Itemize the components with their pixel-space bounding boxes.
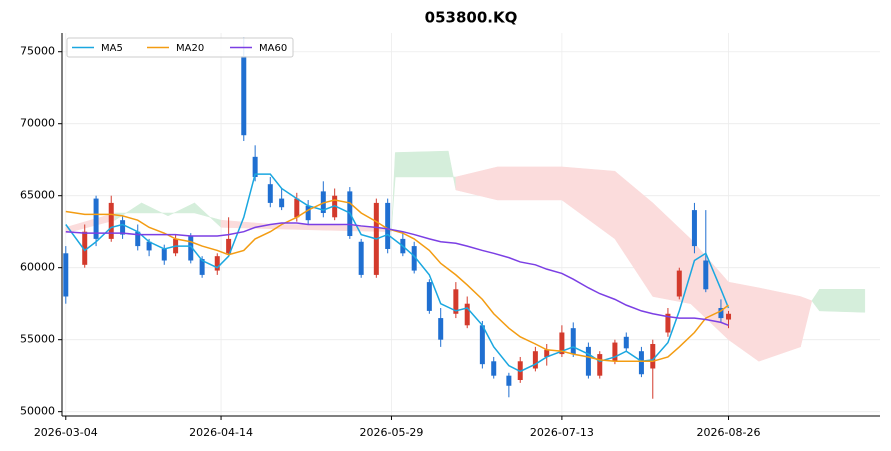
cloud-segment [811,288,820,312]
candle-body [214,256,220,271]
candle-body [612,342,618,362]
candle-body [453,289,459,314]
candle-body [491,361,497,376]
cloud-segment [455,166,498,201]
candle-body [570,328,576,355]
candle-body [544,349,550,357]
y-tick-label: 55000 [20,333,55,346]
candle-body [464,303,470,326]
x-tick-label: 2026-07-13 [530,426,594,439]
candle-body [82,231,88,265]
cloud-segment [758,287,801,362]
ma-line [65,173,730,373]
candle-body [411,246,417,271]
cloud-segment [561,166,616,240]
candle-body [718,308,724,319]
legend-label: MA60 [259,43,287,54]
candle-body [305,205,311,221]
cloud-segment [194,202,222,228]
x-tick-label: 2026-03-04 [34,426,98,439]
candle-body [426,282,432,311]
x-tick-label: 2026-08-26 [697,426,761,439]
candle-body [559,332,565,355]
cloud-segment [141,202,169,217]
cloud-segment [652,202,691,304]
cloud-segment [167,202,195,217]
candle-body [241,56,247,136]
candle-body [532,351,538,369]
cloud-segment [273,224,328,231]
candle-body [623,336,629,349]
candle-body [161,248,167,261]
cloud-segment [800,296,813,347]
y-tick-label: 65000 [20,189,55,202]
y-tick-label: 60000 [20,261,55,274]
candle-body [358,241,364,275]
y-tick-label: 50000 [20,405,55,418]
cloud-segment [448,151,457,190]
candle-body [726,313,732,320]
candle-body [199,259,205,275]
cloud-segment [614,170,654,298]
candle-body [120,220,126,235]
candle-body [108,202,114,239]
candle-body [267,184,273,203]
candle-body [252,156,258,177]
y-tick-label: 70000 [20,117,55,130]
cloud-segment [728,281,760,362]
candle-body [585,346,591,376]
cloud-segment [497,166,563,201]
candle-body [93,198,99,239]
candle-body [385,202,391,249]
candle-body [63,253,69,297]
candle-body [676,270,682,297]
legend-box [66,37,294,58]
legend: MA5 MA20 MA60 [66,37,294,58]
ma-line [65,199,729,363]
candle-body [691,210,697,247]
candle-body [438,318,444,340]
cloud-segment [690,238,729,341]
candle-body [638,351,644,375]
cloud-segment [819,289,866,313]
candle-body [506,375,512,386]
legend-label: MA20 [176,43,204,54]
cloud-segment [395,150,449,178]
candle-body [294,198,300,218]
candle-body [226,238,232,254]
candle-body [146,241,152,251]
candle-body [279,198,285,208]
x-tick-label: 2026-05-29 [360,426,424,439]
chart-title: 053800.KQ [425,9,518,27]
candle-body [479,325,485,365]
candle-body [650,344,656,369]
candle-body [597,354,603,376]
y-tick-label: 75000 [20,45,55,58]
candle-body [135,231,141,247]
cloud-segment [391,152,396,232]
ma-line [65,222,729,326]
legend-label: MA5 [101,43,123,54]
candle-body [188,236,194,261]
x-tick-label: 2026-04-14 [189,426,253,439]
candle-body [665,313,671,333]
candle-body [703,260,709,290]
